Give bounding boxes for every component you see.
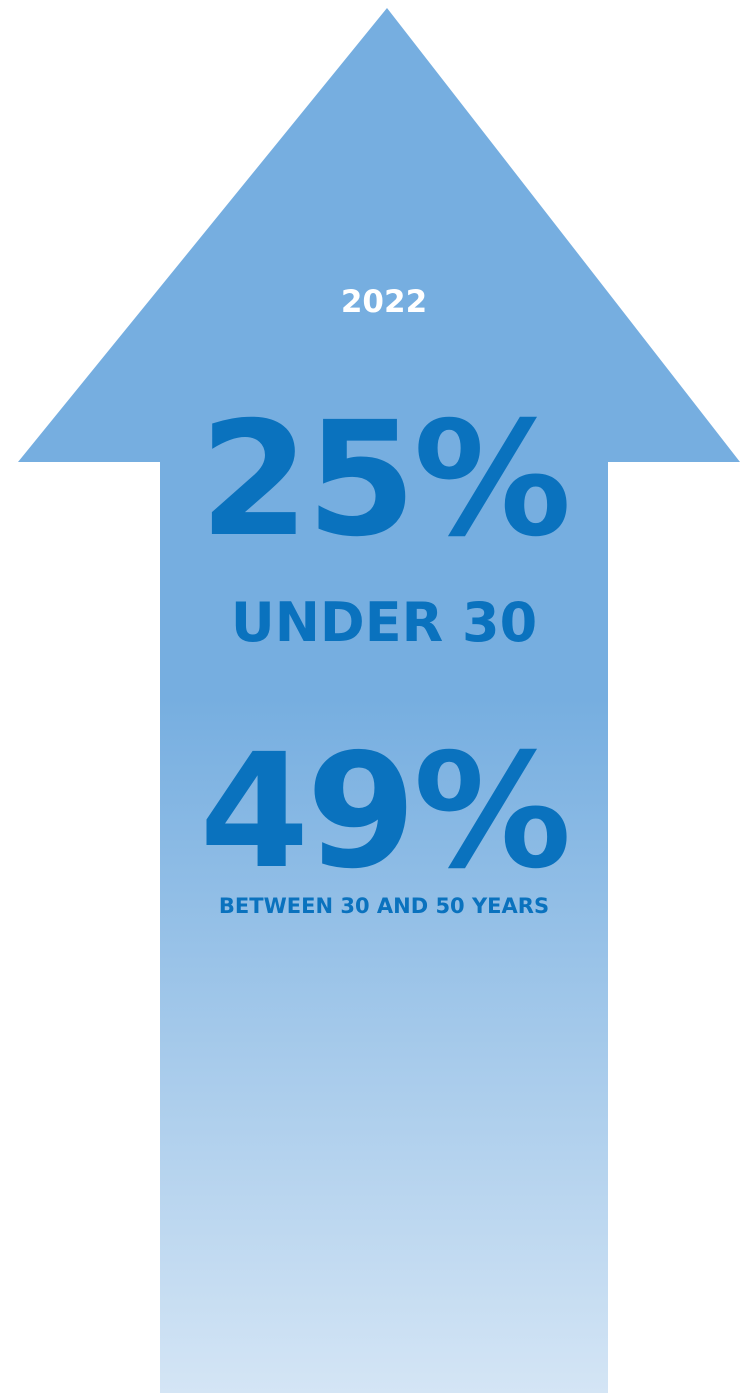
stat-under-30-value: 25%: [199, 388, 571, 572]
stat-under-30-label: UNDER 30: [230, 591, 538, 654]
arrow-shape: [18, 8, 740, 1393]
year-label: 2022: [340, 284, 428, 320]
stat-30-50-label: BETWEEN 30 AND 50 YEARS: [218, 894, 550, 918]
stat-30-50-value: 49%: [199, 720, 571, 904]
